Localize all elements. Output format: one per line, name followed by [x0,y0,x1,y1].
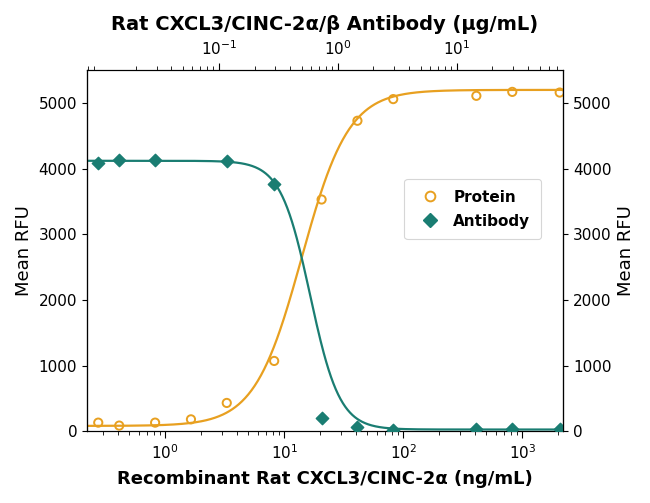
Y-axis label: Mean RFU: Mean RFU [617,205,635,296]
Point [317,414,327,422]
Point [114,156,124,164]
Point [388,95,398,103]
Point [93,418,103,427]
Legend: Protein, Antibody: Protein, Antibody [404,179,541,239]
Y-axis label: Mean RFU: Mean RFU [15,205,33,296]
Point [222,399,232,407]
Point [150,418,161,427]
Point [269,357,280,365]
Point [186,415,196,424]
Point [507,425,517,433]
Point [222,157,232,165]
Point [471,92,482,100]
Point [269,181,280,189]
Point [114,422,124,430]
Point [317,196,327,204]
Point [352,117,363,125]
Point [352,423,363,431]
Point [93,159,103,167]
Point [507,88,517,96]
X-axis label: Rat CXCL3/CINC-2α/β Antibody (μg/mL): Rat CXCL3/CINC-2α/β Antibody (μg/mL) [111,15,539,34]
Point [554,425,565,433]
X-axis label: Recombinant Rat CXCL3/CINC-2α (ng/mL): Recombinant Rat CXCL3/CINC-2α (ng/mL) [117,470,533,488]
Point [150,156,161,164]
Point [554,89,565,97]
Point [388,426,398,434]
Point [471,425,482,433]
